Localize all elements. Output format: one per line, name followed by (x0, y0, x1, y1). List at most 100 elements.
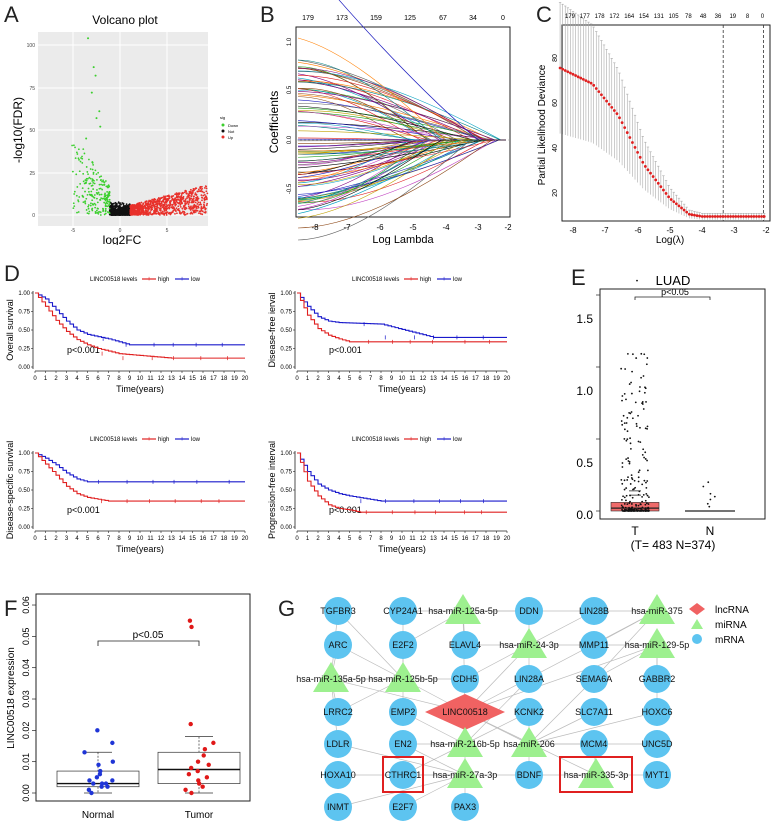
point-down (88, 193, 91, 196)
sample-point (200, 784, 205, 789)
point-t (635, 425, 638, 428)
mirna-node (639, 628, 675, 658)
x-tick: 10 (137, 536, 144, 542)
mrna-node (389, 730, 417, 758)
point-down (87, 204, 90, 206)
x-tick: 8 (117, 536, 121, 542)
y-tick: 0.75 (18, 470, 30, 476)
point-down (87, 187, 90, 190)
mrna-node (451, 793, 479, 821)
plot-frame (599, 288, 766, 520)
point-up (174, 203, 177, 206)
point-down (85, 197, 88, 200)
point-down (81, 187, 84, 190)
point-up (146, 204, 149, 207)
cv-point (718, 215, 722, 218)
p-value: p<0.001 (329, 345, 362, 355)
legend: lncRNA miRNA mRNA (689, 603, 749, 646)
coefficient-path (297, 37, 506, 141)
gridlines (38, 32, 208, 226)
cv-point (631, 141, 634, 144)
top-tick: 0 (761, 14, 765, 20)
point-up (151, 206, 154, 209)
point-up (150, 204, 153, 207)
mrna-node (580, 698, 608, 726)
sample-point (187, 618, 193, 623)
point-up (170, 203, 172, 206)
y-tick: 0.50 (280, 328, 292, 334)
point-down (85, 209, 88, 211)
mrna-node (324, 730, 352, 758)
point-up (149, 211, 152, 213)
point-up (163, 196, 165, 199)
x-tick: 18 (483, 536, 490, 542)
point-down (106, 211, 109, 213)
point-not (119, 213, 122, 215)
y-tick: 0.03 (21, 690, 31, 708)
point-down (84, 179, 87, 181)
point-not (113, 210, 115, 213)
point-up (195, 199, 197, 202)
node-label: hsa-miR-27a-3p (433, 770, 498, 780)
point-up (147, 214, 150, 216)
node-label: HOXC6 (641, 707, 672, 717)
point-up (186, 212, 189, 215)
point-t (627, 457, 629, 459)
point-down (108, 194, 111, 197)
point-down (77, 157, 80, 160)
x-tick: -7 (343, 223, 351, 232)
panel-letter-e: E (571, 265, 586, 290)
x-tick: 9 (390, 536, 394, 542)
legend-label-low: low (191, 277, 201, 283)
point-up (175, 192, 178, 195)
coefficient-path (297, 105, 506, 141)
cv-point (690, 213, 694, 217)
point-t (644, 507, 647, 509)
x-axis-label: Time(years) (116, 544, 164, 554)
point-up (178, 209, 181, 212)
y-tick: 0.05 (21, 628, 31, 646)
point-down (90, 190, 93, 193)
point-down (92, 182, 95, 184)
point-down (83, 152, 86, 155)
top-tick: 48 (700, 14, 707, 20)
x-tick: 1 (44, 536, 48, 542)
top-tick: 36 (715, 14, 722, 20)
point-up (205, 185, 208, 188)
point-up (184, 208, 187, 211)
point-down (75, 194, 78, 197)
point-down (90, 202, 92, 205)
legend-marker-up (221, 135, 225, 139)
point-up (160, 208, 162, 210)
cv-point (638, 155, 642, 159)
point-t (630, 448, 632, 450)
point-down (107, 186, 110, 189)
x-tick: 15 (451, 536, 458, 542)
point-t (630, 503, 633, 505)
mrna-node (515, 698, 543, 726)
point-up (205, 187, 208, 190)
node-label: PAX3 (454, 802, 476, 812)
node-label: hsa-miR-335-3p (564, 770, 629, 780)
sample-point (110, 740, 115, 746)
cv-point (651, 175, 655, 178)
mrna-node (451, 665, 479, 693)
point-up (155, 207, 158, 210)
point-up (174, 201, 177, 204)
x-tick: Tumor (185, 810, 214, 821)
cv-point (680, 206, 683, 210)
mirna-node (447, 758, 483, 788)
point-up (140, 213, 143, 215)
point-t (626, 503, 629, 505)
km-subplot: LINC00518 levels + high + low 0.00 0.25 0.50 0.7… (5, 436, 249, 554)
point-up (204, 211, 207, 214)
x-tick: 14 (179, 376, 186, 382)
y-tick: 75 (29, 86, 35, 92)
x-tick: 11 (147, 376, 154, 382)
legend-marker-mirna (691, 619, 703, 629)
cv-point (636, 150, 639, 154)
point-t (637, 480, 640, 483)
point-t (646, 425, 649, 428)
point-up (165, 201, 168, 204)
panel-a-volcano: A Volcano plot 0 25 50 75 100 -5 0 5 log… (4, 2, 238, 245)
